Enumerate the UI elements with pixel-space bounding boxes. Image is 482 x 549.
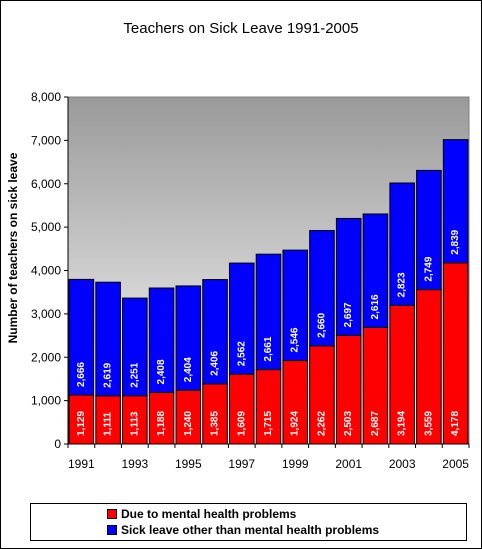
data-label-mental-1999: 1,924	[290, 411, 301, 436]
data-label-mental-1998: 1,715	[263, 411, 274, 436]
x-tick-label: 2001	[335, 457, 362, 471]
legend-label-other: Sick leave other than mental health prob…	[121, 523, 380, 537]
bar-other-1992	[95, 281, 121, 397]
data-label-mental-1993: 1,113	[129, 411, 140, 436]
data-label-other-2000: 2,660	[316, 312, 327, 337]
y-tick-label: 7,000	[31, 133, 61, 147]
y-tick-label: 5,000	[31, 220, 61, 234]
data-label-mental-2003: 3,194	[397, 411, 408, 436]
bar-other-1998	[255, 253, 282, 371]
legend-label-mental: Due to mental health problems	[121, 507, 297, 521]
data-label-other-1997: 2,562	[236, 341, 247, 366]
y-tick-label: 3,000	[31, 307, 61, 321]
y-tick-label: 2,000	[31, 350, 61, 364]
x-tick-label: 1993	[121, 457, 148, 471]
bar-mental-1994	[148, 391, 175, 445]
data-label-mental-2001: 2,503	[343, 411, 354, 436]
bar-mental-1996	[202, 383, 228, 445]
y-tick-label: 8,000	[31, 90, 61, 104]
data-label-mental-1994: 1,188	[156, 411, 167, 436]
data-label-other-1996: 2,406	[210, 350, 221, 375]
y-tick-label: 4,000	[31, 264, 61, 278]
data-label-other-1992: 2,619	[103, 362, 114, 387]
bar-mental-1991	[68, 394, 95, 445]
bar-mental-2004	[416, 289, 442, 445]
bar-mental-1998	[255, 369, 282, 445]
bar-other-1993	[122, 297, 148, 397]
y-tick-label: 1,000	[31, 394, 61, 408]
axes-group: 0 1,000 2,000 3,000 4,000 5,000 6,000 7,000 8,00…	[31, 90, 470, 471]
bar-other-1997	[228, 262, 255, 375]
data-label-other-2002: 2,616	[370, 294, 381, 319]
x-tick-label: 1999	[282, 457, 309, 471]
data-label-other-1993: 2,251	[129, 362, 140, 387]
y-tick-label: 6,000	[31, 177, 61, 191]
bar-other-2003	[389, 182, 415, 306]
x-tick-label: 1997	[228, 457, 255, 471]
bar-mental-1993	[122, 395, 148, 445]
data-label-other-1999: 2,546	[290, 327, 301, 352]
bar-mental-2001	[335, 334, 362, 445]
data-label-mental-1997: 1,609	[236, 411, 247, 436]
bar-mental-1992	[95, 395, 121, 445]
data-label-other-1991: 2,666	[76, 362, 87, 387]
bar-other-1994	[148, 287, 175, 393]
bar-other-2001	[335, 217, 362, 336]
data-label-mental-1992: 1,111	[103, 412, 114, 436]
legend: Due to mental health problems Sick leave…	[30, 503, 467, 541]
bars-group: 1,129 2,666 1,111 2,619 1,113 2,251 1,188 2,408…	[68, 139, 469, 445]
x-tick-label: 1991	[68, 457, 95, 471]
bar-other-1996	[202, 279, 228, 385]
data-label-mental-2002: 2,687	[370, 411, 381, 436]
bar-other-2002	[362, 213, 389, 328]
data-label-mental-2000: 2,262	[316, 411, 327, 436]
x-tick-label: 2003	[389, 457, 416, 471]
data-label-other-1994: 2,408	[156, 359, 167, 384]
data-label-other-2003: 2,823	[397, 272, 408, 297]
data-label-other-2001: 2,697	[343, 302, 354, 327]
data-label-other-2004: 2,749	[423, 256, 434, 281]
legend-swatch-red	[107, 509, 117, 519]
x-tick-label: 1995	[175, 457, 202, 471]
data-label-mental-2005: 4,178	[450, 411, 461, 436]
data-label-mental-2004: 3,559	[423, 411, 434, 436]
chart-title: Teachers on Sick Leave 1991-2005	[123, 20, 359, 37]
y-tick-label: 0	[54, 437, 61, 451]
data-label-mental-1995: 1,240	[183, 411, 194, 436]
bar-other-1991	[68, 278, 95, 396]
bar-mental-2003	[389, 304, 415, 445]
bar-other-2004	[416, 169, 442, 291]
data-label-other-1998: 2,661	[263, 336, 274, 361]
data-label-other-2005: 2,839	[450, 229, 461, 254]
x-tick-label: 2005	[442, 457, 469, 471]
legend-item-mental: Due to mental health problems	[107, 507, 296, 521]
bar-other-1995	[175, 285, 202, 391]
legend-swatch-blue	[107, 525, 117, 535]
bar-mental-2002	[362, 326, 389, 445]
data-label-mental-1996: 1,385	[210, 411, 221, 436]
legend-item-other: Sick leave other than mental health prob…	[107, 523, 379, 537]
bar-other-1999	[282, 249, 309, 362]
data-label-mental-1991: 1,129	[76, 411, 87, 436]
bar-other-2000	[309, 230, 335, 347]
data-label-other-1995: 2,404	[183, 357, 194, 382]
bar-other-2005	[442, 139, 469, 264]
bar-mental-1995	[175, 389, 202, 445]
